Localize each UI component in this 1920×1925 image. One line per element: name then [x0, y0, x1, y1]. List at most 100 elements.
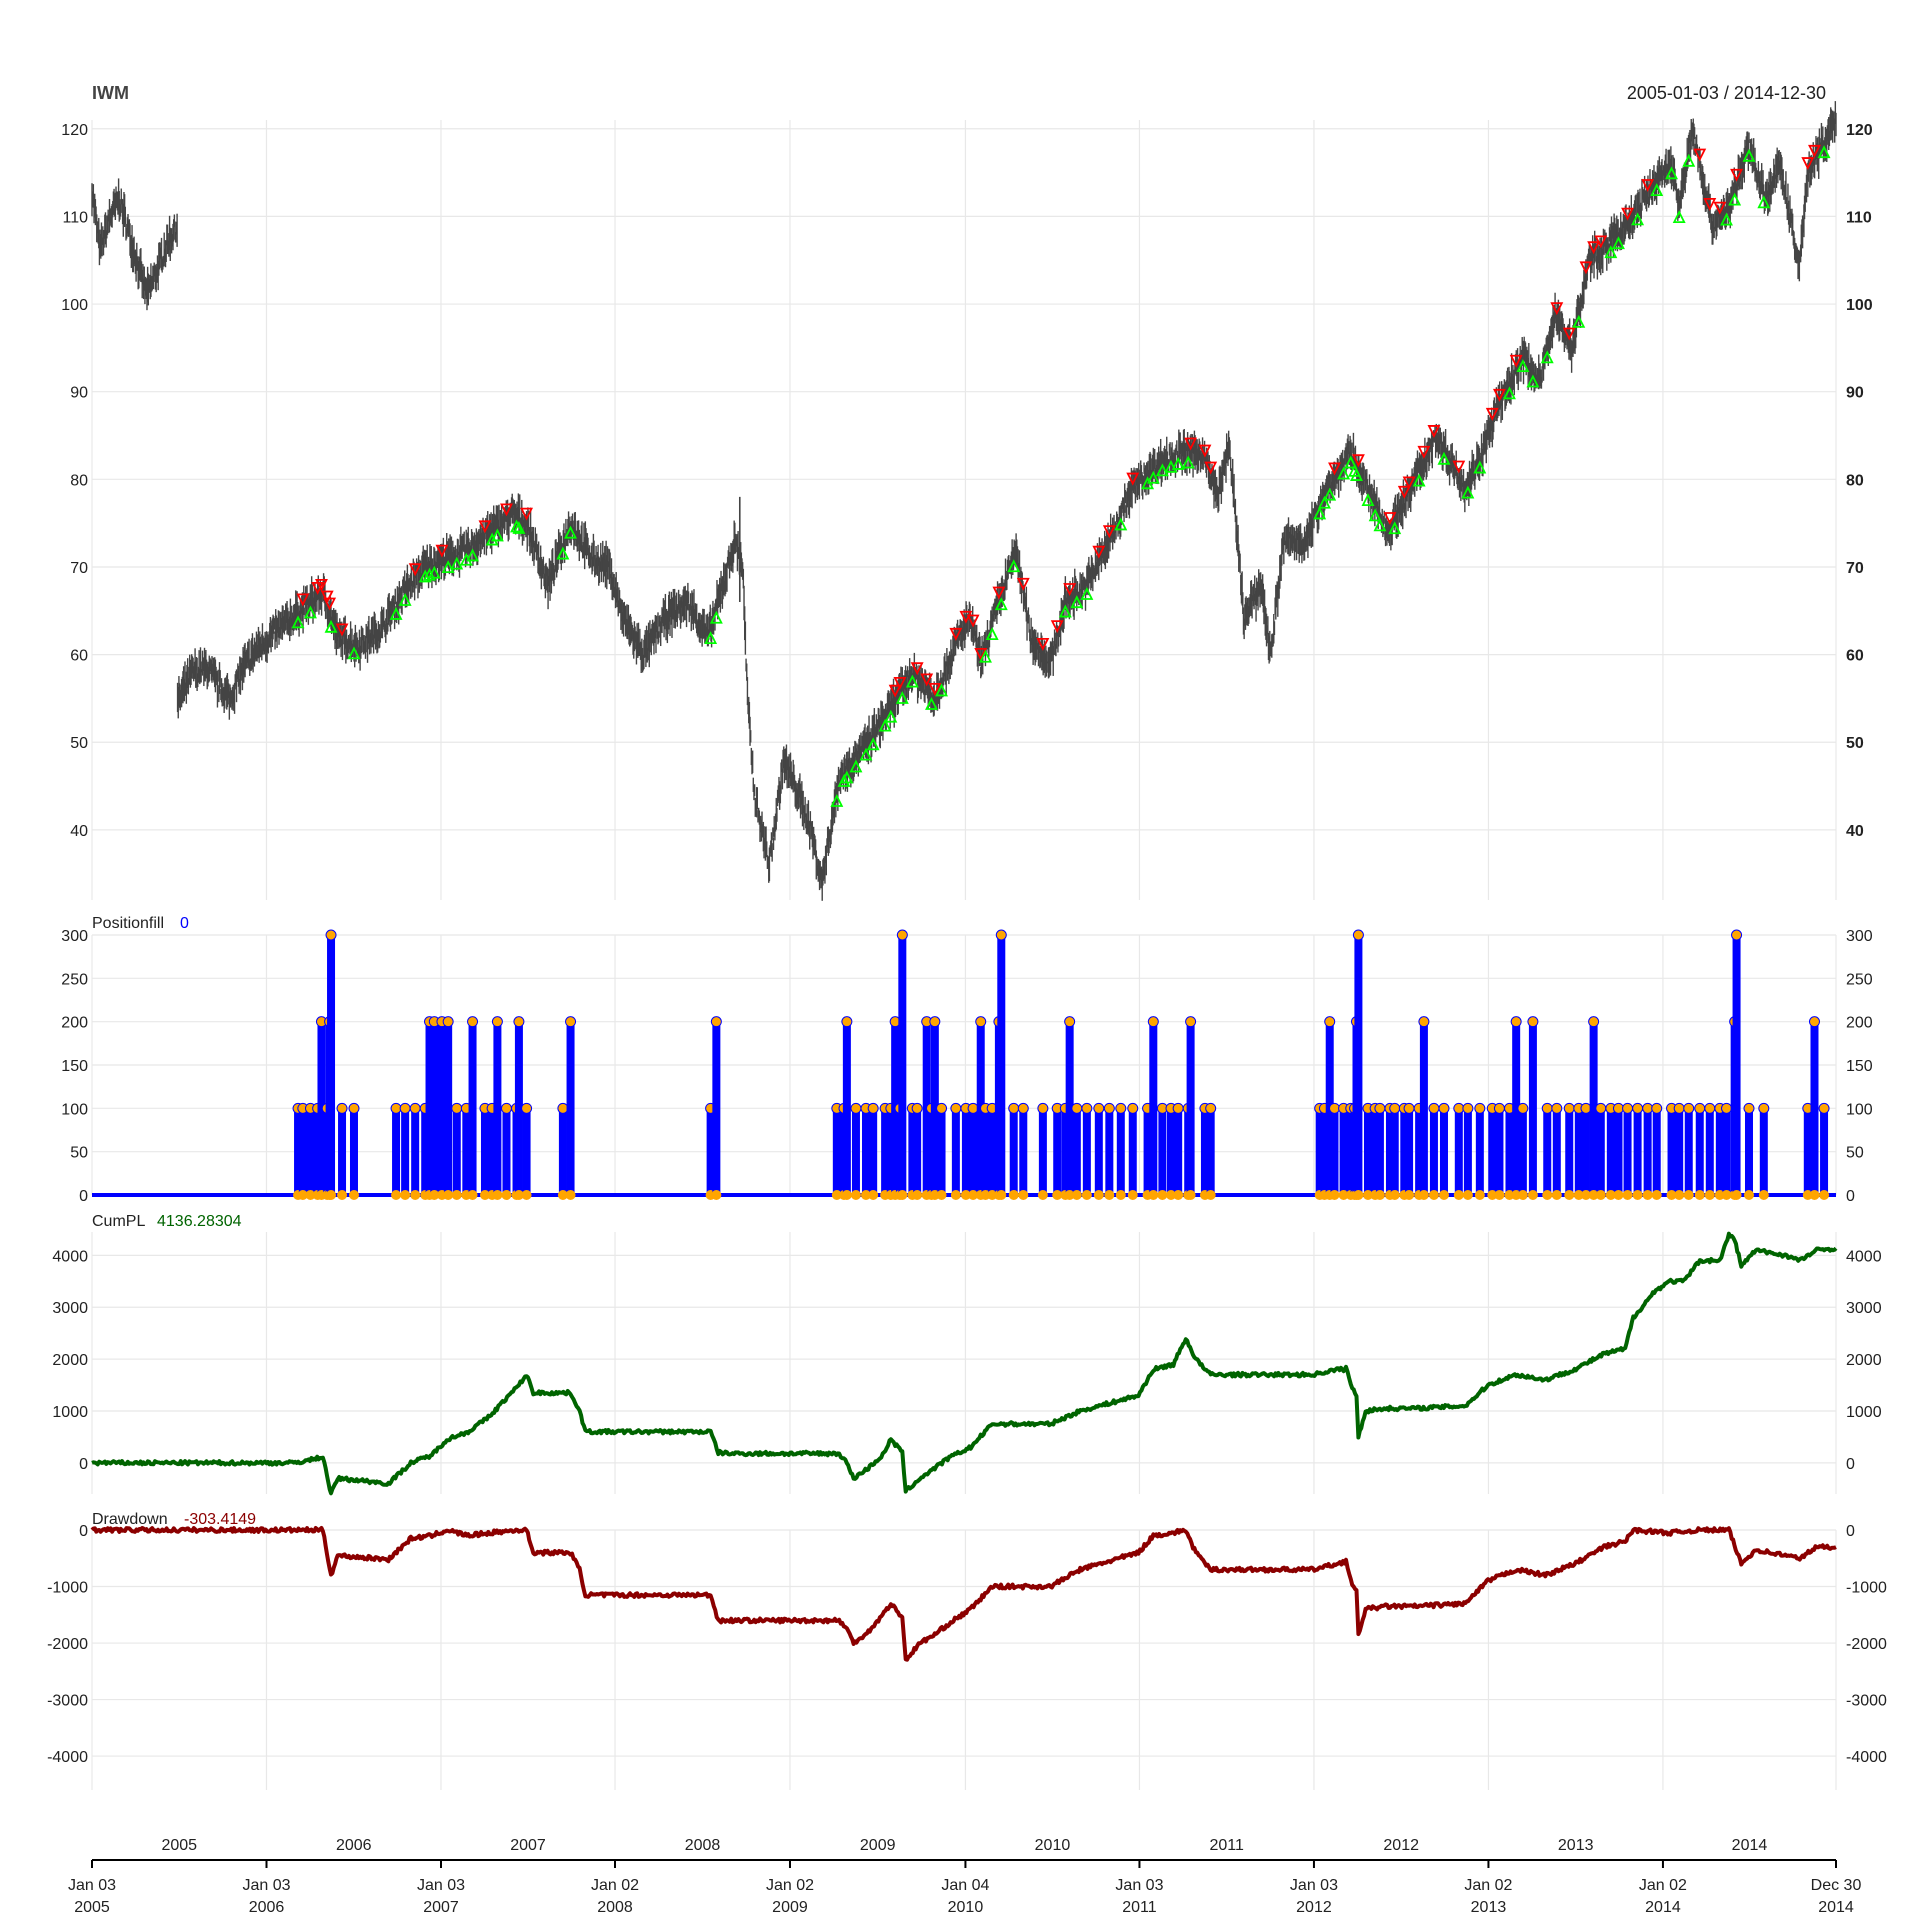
positionfill-bar — [514, 1021, 523, 1195]
y-tick-label-left: -1000 — [47, 1580, 88, 1597]
buy-marker — [1181, 455, 1195, 469]
positionfill-bar — [1158, 1108, 1167, 1195]
positionfill-bar — [317, 1021, 326, 1195]
positionfill-dot — [1541, 1102, 1553, 1114]
positionfill-bar — [1589, 1021, 1598, 1195]
positionfill-base-dot — [1595, 1190, 1606, 1200]
positionfill-bar — [444, 1021, 453, 1195]
positionfill-dot — [1651, 1102, 1663, 1114]
sell-marker — [1562, 327, 1576, 341]
year-label: 2006 — [336, 1837, 372, 1854]
positionfill-base-dot — [1338, 1190, 1349, 1200]
year-label: 2010 — [1035, 1837, 1071, 1854]
positionfill-dot — [1527, 1016, 1539, 1028]
buy-marker — [1323, 487, 1337, 501]
x-tick-label: 2011 — [1122, 1899, 1157, 1916]
y-tick-label-right: -4000 — [1846, 1749, 1887, 1766]
positionfill-dot — [1127, 1102, 1139, 1114]
buy-marker — [1631, 212, 1645, 226]
buy-marker — [905, 674, 919, 688]
buy-marker — [510, 519, 523, 533]
y-tick-label-left: 80 — [70, 472, 88, 489]
positionfill-base-dot — [1651, 1190, 1662, 1200]
buy-marker — [878, 718, 892, 732]
positionfill-base-dot — [1353, 1190, 1364, 1200]
positionfill-bar — [1315, 1108, 1324, 1195]
positionfill-dot — [1185, 1016, 1197, 1028]
positionfill-bar — [1053, 1108, 1062, 1195]
buy-marker — [1318, 495, 1331, 509]
positionfill-dot — [1205, 1102, 1217, 1114]
buy-marker — [859, 747, 873, 761]
buy-marker — [1461, 485, 1475, 499]
positionfill-bar — [1565, 1108, 1574, 1195]
sell-marker — [1808, 144, 1821, 158]
positionfill-base-dot — [451, 1190, 462, 1200]
positionfill-bar — [488, 1108, 497, 1195]
x-tick-label: Jan 02 — [591, 1877, 639, 1894]
sell-marker — [1351, 454, 1365, 468]
positionfill-base-dot — [1704, 1190, 1715, 1200]
sell-marker — [1427, 425, 1441, 438]
positionfill-base-dot — [1104, 1190, 1115, 1200]
positionfill-bar — [1390, 1108, 1399, 1195]
x-tick-label: 2014 — [1645, 1899, 1681, 1916]
positionfill-dot — [1352, 929, 1364, 941]
positionfill-bar — [1463, 1108, 1472, 1195]
positionfill-bar — [1623, 1108, 1632, 1195]
year-label: 2005 — [161, 1837, 197, 1854]
positionfill-dot — [1324, 1016, 1336, 1028]
drawdown-line — [90, 1526, 1837, 1662]
positionfill-dot — [1389, 1102, 1401, 1114]
y-tick-label-left: 0 — [79, 1456, 88, 1473]
x-tick-label: 2014 — [1818, 1899, 1854, 1916]
positionfill-dot — [1808, 1016, 1820, 1028]
positionfill-dot — [1017, 1102, 1029, 1114]
buy-marker — [1361, 493, 1375, 507]
positionfill-base-dot — [1093, 1190, 1104, 1200]
positionfill-base-dot — [557, 1190, 568, 1200]
positionfill-bar — [1371, 1108, 1380, 1195]
buy-marker — [1146, 470, 1160, 484]
sell-marker — [1036, 637, 1050, 651]
positionfill-dot — [1438, 1102, 1450, 1114]
positionfill-dot — [1517, 1102, 1529, 1114]
positionfill-bar — [951, 1108, 960, 1195]
y-tick-label-left: 110 — [62, 209, 88, 226]
positionfill-bar — [861, 1108, 870, 1195]
positionfill-base-dot — [1081, 1190, 1092, 1200]
positionfill-bar — [437, 1021, 446, 1195]
positionfill-bar — [988, 1108, 997, 1195]
positionfill-bar — [1574, 1108, 1583, 1195]
positionfill-dot — [399, 1102, 411, 1114]
y-tick-label-left: 3000 — [52, 1300, 88, 1317]
positionfill-bar — [1675, 1108, 1684, 1195]
buy-marker — [1650, 183, 1664, 197]
positionfill-bar — [1614, 1108, 1623, 1195]
buy-marker — [1682, 153, 1696, 167]
positionfill-bar — [1543, 1108, 1552, 1195]
positionfill-bar — [401, 1108, 410, 1195]
positionfill-base-dot — [1819, 1190, 1830, 1200]
buy-marker — [1728, 192, 1742, 206]
buy-marker — [1665, 166, 1679, 180]
buy-marker — [1412, 473, 1426, 487]
sell-marker — [1492, 388, 1506, 402]
sell-marker — [928, 683, 942, 696]
buy-marker — [304, 605, 317, 619]
positionfill-dot — [565, 1016, 577, 1028]
x-tick-label: Jan 03 — [1115, 1877, 1163, 1894]
positionfill-bar — [1363, 1108, 1372, 1195]
positionfill-base-dot — [326, 1190, 337, 1200]
positionfill-bar — [349, 1108, 358, 1195]
x-tick-label: 2006 — [249, 1899, 285, 1916]
y-tick-label-left: 2000 — [52, 1352, 88, 1369]
positionfill-bar — [1552, 1108, 1561, 1195]
x-tick-label: 2007 — [423, 1899, 459, 1916]
buy-marker — [830, 794, 844, 807]
positionfill-base-dot — [1389, 1190, 1400, 1200]
positionfill-bar — [1667, 1108, 1676, 1195]
x-tick-label: Jan 02 — [766, 1877, 814, 1894]
x-tick-label: 2010 — [948, 1899, 984, 1916]
